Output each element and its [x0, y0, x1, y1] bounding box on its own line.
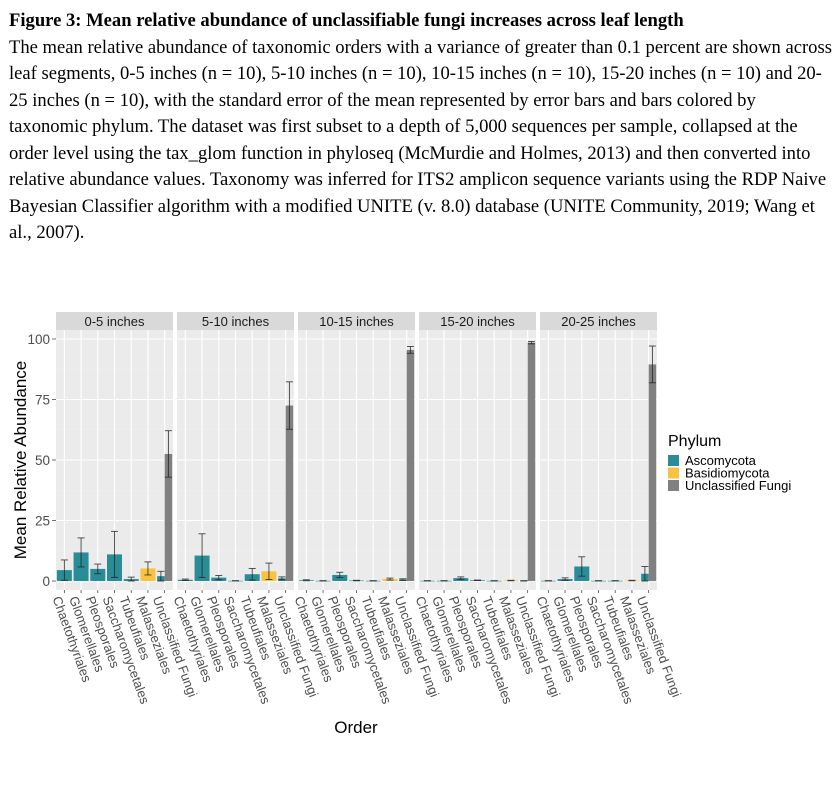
legend-label: Ascomycota [685, 453, 757, 468]
facet-panel: 20-25 inchesChaetothyrialesGlomerellales… [534, 312, 684, 706]
y-tick-label: 25 [35, 514, 50, 529]
error-bar [336, 571, 344, 579]
facet-panel: 0-5 inchesChaetothyrialesGlomerellalesPl… [50, 312, 200, 706]
facet-strip-label: 5-10 inches [202, 314, 270, 329]
error-bar [111, 530, 118, 578]
y-tick-label: 75 [35, 393, 50, 408]
error-bar [181, 578, 189, 581]
bar [648, 364, 657, 581]
bar [527, 342, 536, 581]
bar [285, 405, 294, 581]
facet-strip [540, 312, 657, 330]
error-bar [215, 574, 223, 581]
facet-panel: 15-20 inchesChaetothyrialesGlomerellales… [413, 312, 563, 706]
facet-strip-label: 20-25 inches [561, 314, 636, 329]
facet-panel: 10-15 inchesChaetothyrialesGlomerellales… [292, 312, 442, 706]
error-bar [164, 430, 172, 478]
error-bar [578, 556, 586, 577]
legend-swatch [668, 455, 679, 466]
error-bar [265, 562, 273, 580]
error-bar [60, 559, 68, 581]
facet-strip [298, 312, 415, 330]
error-bar [285, 381, 293, 430]
legend-title: Phylum [668, 433, 721, 450]
facet-strip [419, 312, 536, 330]
legend-label: Unclassified Fungi [685, 478, 791, 493]
y-axis-title: Mean Relative Abundance [11, 361, 30, 559]
error-bar [198, 533, 206, 578]
y-tick-label: 50 [35, 453, 50, 468]
error-bar [127, 576, 135, 582]
y-tick-label: 100 [27, 332, 50, 347]
facet-panels: 0-5 inchesChaetothyrialesGlomerellalesPl… [50, 312, 684, 706]
error-bar [561, 577, 569, 581]
y-axis: 0 25 50 75 100 [27, 332, 56, 589]
error-bar [278, 576, 286, 581]
legend-label: Basidiomycota [685, 466, 770, 481]
error-bar [527, 340, 535, 345]
bar [90, 568, 106, 581]
error-bar [406, 346, 414, 354]
error-bar [94, 563, 102, 575]
y-tick-label: 0 [42, 574, 50, 589]
error-bar [641, 566, 649, 582]
error-bar [248, 567, 256, 581]
error-bar [386, 577, 394, 581]
bar [164, 453, 173, 581]
error-bar [457, 576, 465, 580]
facet-strip-label: 0-5 inches [85, 314, 145, 329]
figure-caption: Figure 3: Mean relative abundance of unc… [9, 8, 834, 247]
x-axis-title: Order [334, 718, 378, 737]
bar [406, 349, 415, 581]
legend-swatch [668, 467, 679, 479]
legend: Phylum AscomycotaBasidiomycotaUnclassifie… [668, 433, 791, 493]
error-bar [77, 537, 85, 568]
facet-strip [177, 312, 294, 330]
figure-description: The mean relative abundance of taxonomic… [9, 36, 832, 244]
error-bar [648, 345, 656, 384]
legend-swatch [668, 480, 679, 491]
facet-strip [56, 312, 173, 330]
error-bar [144, 561, 152, 576]
facet-strip-label: 15-20 inches [440, 314, 515, 329]
error-bar [399, 578, 407, 581]
facet-strip-label: 10-15 inches [319, 314, 394, 329]
error-bar [302, 579, 310, 582]
figure-title: Figure 3: Mean relative abundance of unc… [9, 10, 684, 31]
error-bar [157, 570, 165, 582]
